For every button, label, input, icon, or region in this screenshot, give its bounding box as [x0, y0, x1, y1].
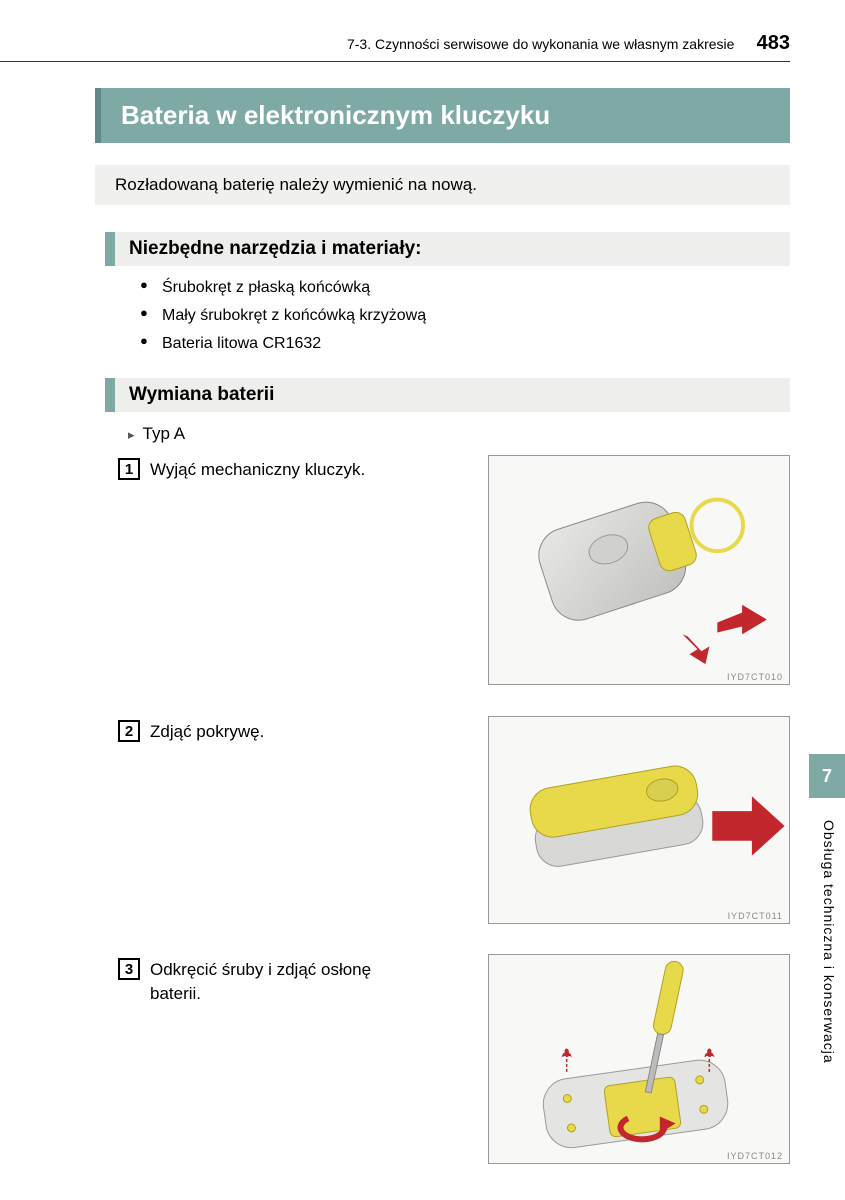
tools-heading: Niezbędne narzędzia i materiały:: [105, 232, 790, 266]
tools-item: Bateria litowa CR1632: [140, 330, 426, 358]
header-section-label: 7-3. Czynności serwisowe do wykonania we…: [347, 36, 735, 52]
step-number-box: 1: [118, 458, 140, 480]
tools-item: Mały śrubokręt z końcówką krzyżową: [140, 302, 426, 330]
step-number-box: 2: [118, 720, 140, 742]
page-number: 483: [757, 32, 790, 54]
tools-list: Śrubokręt z płaską końcówką Mały śrubokr…: [140, 274, 426, 358]
figure-3-id: IYD7CT012: [727, 1151, 783, 1161]
step-3: 3 Odkręcić śruby i zdjąć osłonę baterii.: [118, 958, 410, 1006]
step-2: 2 Zdjąć pokrywę.: [118, 720, 264, 744]
step-1-text: Wyjąć mechaniczny kluczyk.: [150, 458, 365, 482]
figure-2-id: IYD7CT011: [728, 911, 783, 921]
figure-1: IYD7CT010: [488, 455, 790, 685]
figure-2: IYD7CT011: [488, 716, 790, 924]
side-chapter-label: Obsługa techniczna i konserwacja: [821, 820, 837, 1064]
figure-3: IYD7CT012: [488, 954, 790, 1164]
figure-1-id: IYD7CT010: [727, 672, 783, 682]
tools-item: Śrubokręt z płaską końcówką: [140, 274, 426, 302]
step-2-text: Zdjąć pokrywę.: [150, 720, 264, 744]
page-title: Bateria w elektronicznym kluczyku: [95, 88, 790, 143]
step-1: 1 Wyjąć mechaniczny kluczyk.: [118, 458, 365, 482]
replace-heading: Wymiana baterii: [105, 378, 790, 412]
page-header: 7-3. Czynności serwisowe do wykonania we…: [0, 32, 790, 62]
step-3-text: Odkręcić śruby i zdjąć osłonę baterii.: [150, 958, 410, 1006]
key-fob-unscrew-illustration: [489, 955, 789, 1163]
key-fob-remove-key-illustration: [489, 456, 789, 684]
step-number-box: 3: [118, 958, 140, 980]
key-fob-remove-cover-illustration: [489, 717, 789, 923]
chapter-tab: 7: [809, 754, 845, 798]
type-a-label: Typ A: [128, 424, 185, 444]
intro-text: Rozładowaną baterię należy wymienić na n…: [95, 165, 790, 205]
